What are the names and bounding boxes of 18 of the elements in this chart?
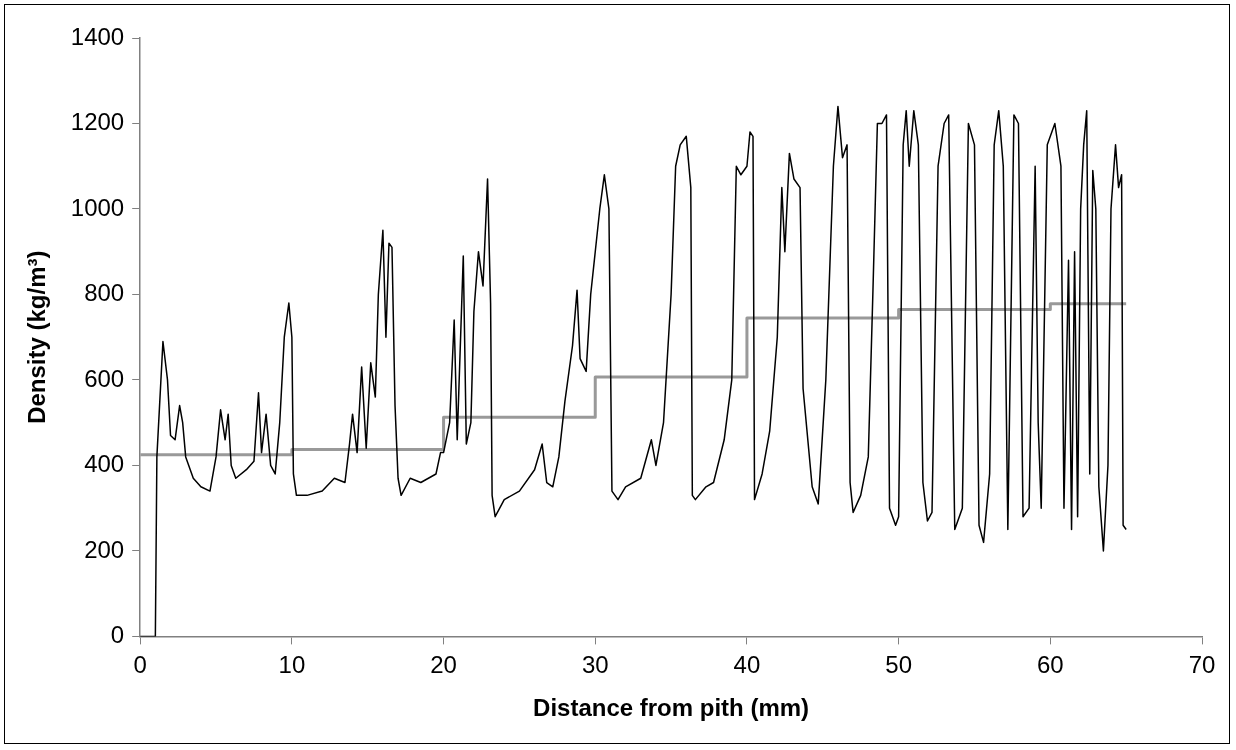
y-tick-label: 0: [110, 621, 125, 649]
x-tick-label: 10: [278, 651, 306, 679]
y-tick-label: 800: [84, 279, 125, 307]
x-tick-label: 60: [1036, 651, 1064, 679]
y-tick-label: 400: [84, 450, 125, 478]
x-tick-label: 30: [581, 651, 609, 679]
y-tick-label: 1400: [70, 22, 125, 50]
x-tick-label: 0: [133, 651, 147, 679]
y-tick-label: 200: [84, 535, 125, 563]
x-tick-label: 20: [430, 651, 457, 679]
y-tick-label: 1000: [70, 193, 125, 221]
x-tick-label: 70: [1188, 651, 1216, 679]
y-tick-label: 1200: [70, 108, 125, 136]
x-axis-title: Distance from pith (mm): [533, 694, 810, 722]
y-axis-title: Density (kg/m³): [23, 250, 51, 424]
y-tick-label: 600: [84, 364, 125, 392]
x-tick-label: 50: [885, 651, 912, 679]
x-tick-label: 40: [733, 651, 761, 679]
